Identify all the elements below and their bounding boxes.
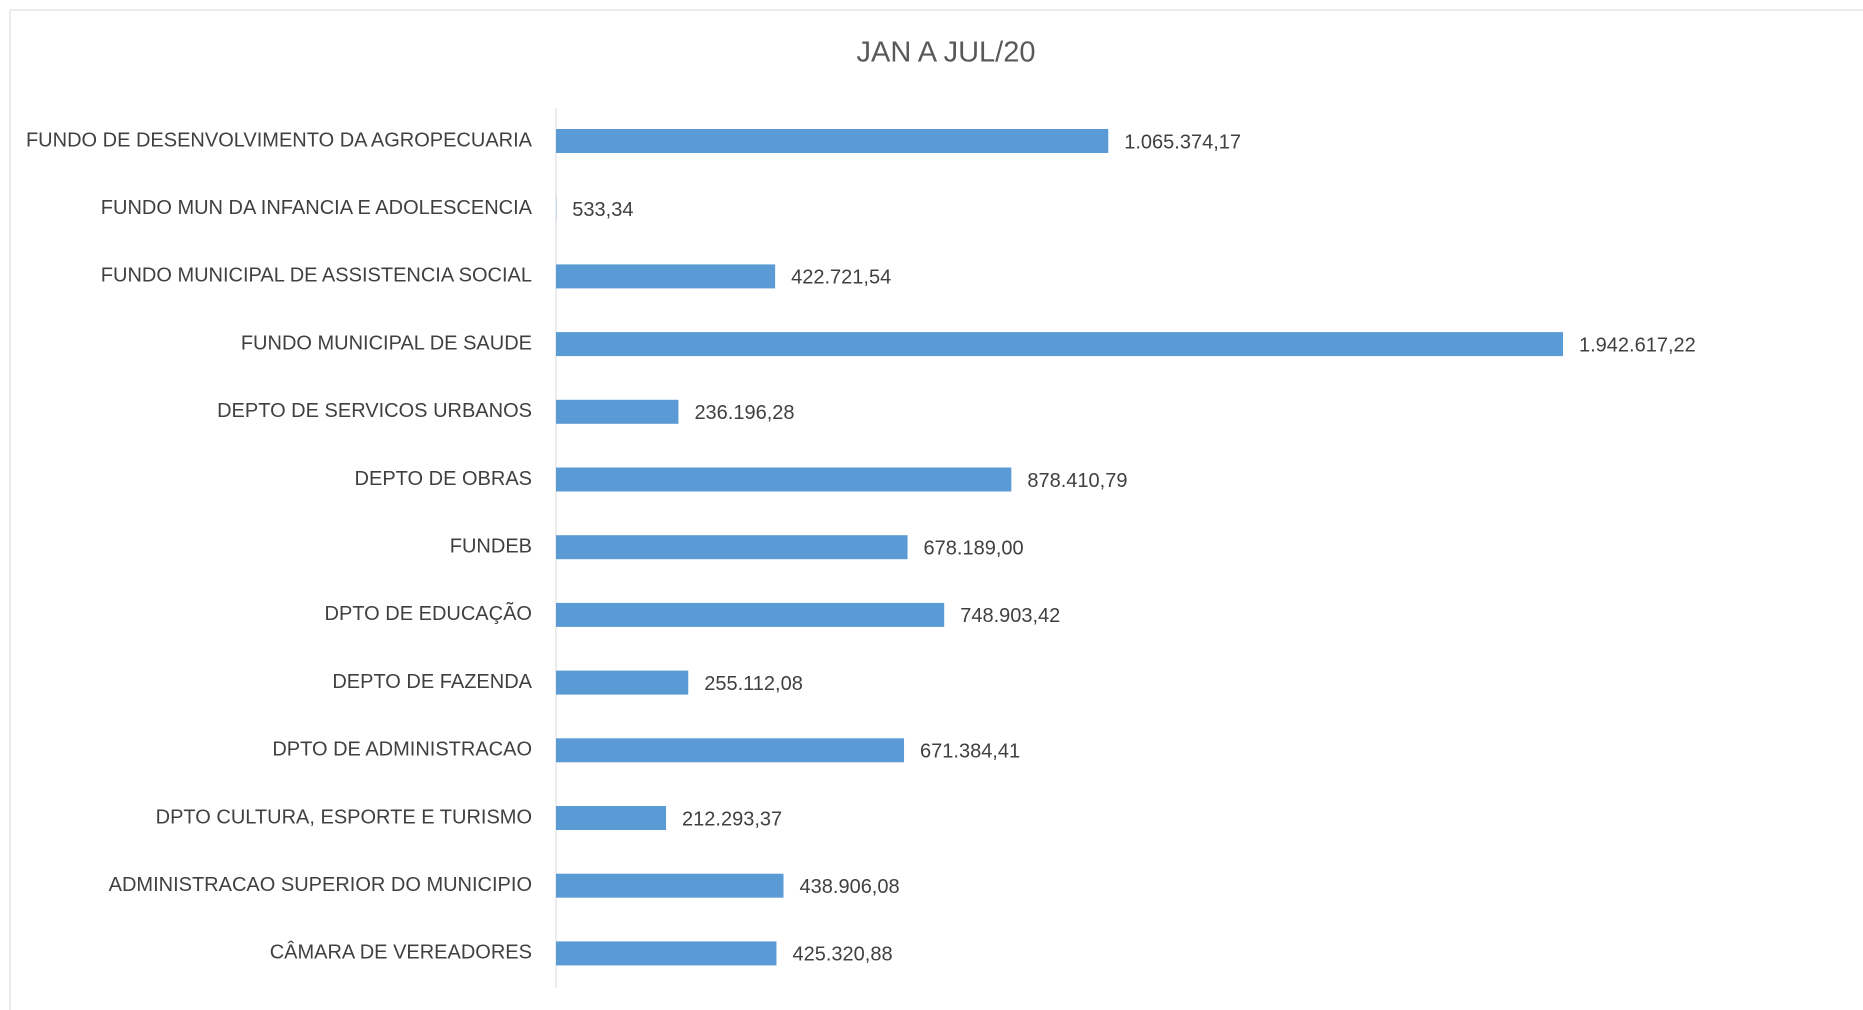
data-label: 212.293,37: [682, 808, 782, 830]
bar: [556, 873, 784, 898]
data-label: 1.065.374,17: [1124, 131, 1241, 153]
category-label: DEPTO DE SERVICOS URBANOS: [217, 400, 532, 422]
bar: [556, 806, 667, 830]
category-label: FUNDEB: [450, 535, 532, 557]
bar: [556, 670, 689, 695]
bar: [556, 602, 945, 627]
category-label: CÂMARA DE VEREADORES: [270, 941, 532, 964]
data-label: 438.906,08: [800, 876, 900, 898]
data-label: 533,34: [572, 199, 633, 221]
chart-border: [9, 9, 1863, 1010]
category-label: DEPTO DE FAZENDA: [332, 671, 532, 693]
bar: [556, 399, 679, 424]
data-label: 748.903,42: [960, 605, 1060, 627]
chart-title: JAN A JUL/20: [857, 37, 1036, 69]
data-label: 678.189,00: [924, 537, 1024, 559]
category-label: DPTO DE EDUCAÇÃO: [325, 601, 532, 625]
data-label: 1.942.617,22: [1579, 334, 1696, 356]
data-label: 236.196,28: [694, 402, 794, 424]
data-label: 425.320,88: [792, 944, 892, 966]
bar: [556, 264, 776, 289]
bar: [556, 738, 905, 763]
data-label: 422.721,54: [791, 267, 891, 289]
category-label: FUNDO DE DESENVOLVIMENTO DA AGROPECUARIA: [26, 129, 533, 151]
bar: [556, 535, 908, 560]
category-label: DPTO CULTURA, ESPORTE E TURISMO: [156, 806, 532, 828]
bar: [556, 941, 777, 966]
bar: [556, 332, 1563, 357]
data-label: 671.384,41: [920, 741, 1020, 763]
bar: [556, 467, 1012, 492]
data-label: 878.410,79: [1027, 470, 1127, 492]
category-label: DPTO DE ADMINISTRACAO: [272, 739, 532, 761]
bar: [556, 129, 1109, 153]
category-label: FUNDO MUN DA INFANCIA E ADOLESCENCIA: [101, 197, 533, 219]
category-label: FUNDO MUNICIPAL DE ASSISTENCIA SOCIAL: [101, 265, 532, 287]
data-label: 255.112,08: [704, 673, 803, 695]
category-label: DEPTO DE OBRAS: [355, 468, 532, 490]
category-label: FUNDO MUNICIPAL DE SAUDE: [241, 332, 532, 354]
category-label: ADMINISTRACAO SUPERIOR DO MUNICIPIO: [109, 874, 532, 896]
